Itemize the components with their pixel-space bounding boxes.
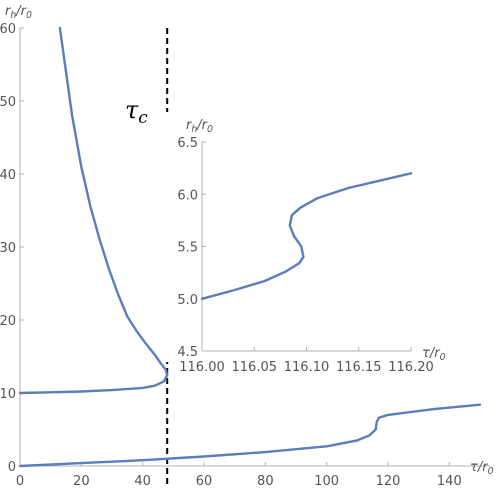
y-tick-label: 50: [0, 95, 16, 110]
inset-series-1-line: [200, 172, 413, 300]
inset-y-tick-label: 4.5: [177, 345, 198, 360]
inset-x-tick-label: 116.05: [232, 360, 278, 375]
x-tick-label: 20: [73, 474, 90, 489]
y-tick-label: 60: [0, 22, 16, 37]
inset-y-tick-label: 5.5: [177, 241, 198, 256]
inset-x-axis-title: τ/r0: [422, 346, 446, 363]
x-tick-label: 100: [314, 474, 339, 489]
inset-y-tick-label: 5.0: [177, 293, 198, 308]
inset-y-tick-label: 6.0: [177, 188, 198, 203]
x-tick-label: 80: [257, 474, 274, 489]
main-axes: 0 20 40 60 80 100 120 140 0 10 20 30 40 50 60 τ/r0 rh/r0: [0, 4, 494, 489]
y-tick-label: 40: [0, 168, 16, 183]
x-tick-label: 60: [196, 474, 213, 489]
y-tick-label: 30: [0, 241, 16, 256]
inset-y-axis-title: rh/r0: [186, 118, 213, 135]
inset-x-tick-label: 116.20: [388, 360, 434, 375]
inset-x-tick-label: 116.10: [284, 360, 330, 375]
main-series-2-line: [18, 403, 482, 468]
main-series-1-line: [18, 26, 169, 395]
y-tick-label: 0: [8, 460, 16, 475]
inset-axes: 116.00 116.05 116.10 116.15 116.20 4.5 5.0 5.5 6…: [162, 112, 452, 375]
inset-marks: [200, 172, 413, 300]
x-tick-label: 140: [437, 474, 462, 489]
inset-x-tick-label: 116.15: [336, 360, 382, 375]
y-axis-title: rh/r0: [5, 4, 32, 21]
y-tick-label: 10: [0, 387, 16, 402]
x-tick-label: 0: [16, 474, 24, 489]
tau-c-annotation: τc: [125, 96, 148, 128]
inset-y-tick-label: 6.5: [177, 136, 198, 151]
main-marks: τc: [18, 26, 482, 486]
y-tick-label: 20: [0, 314, 16, 329]
inset-background: [162, 112, 452, 362]
inset-x-tick-label: 116.00: [179, 360, 225, 375]
x-axis-title: τ/r0: [470, 460, 494, 477]
x-tick-label: 40: [134, 474, 151, 489]
x-tick-label: 120: [376, 474, 401, 489]
